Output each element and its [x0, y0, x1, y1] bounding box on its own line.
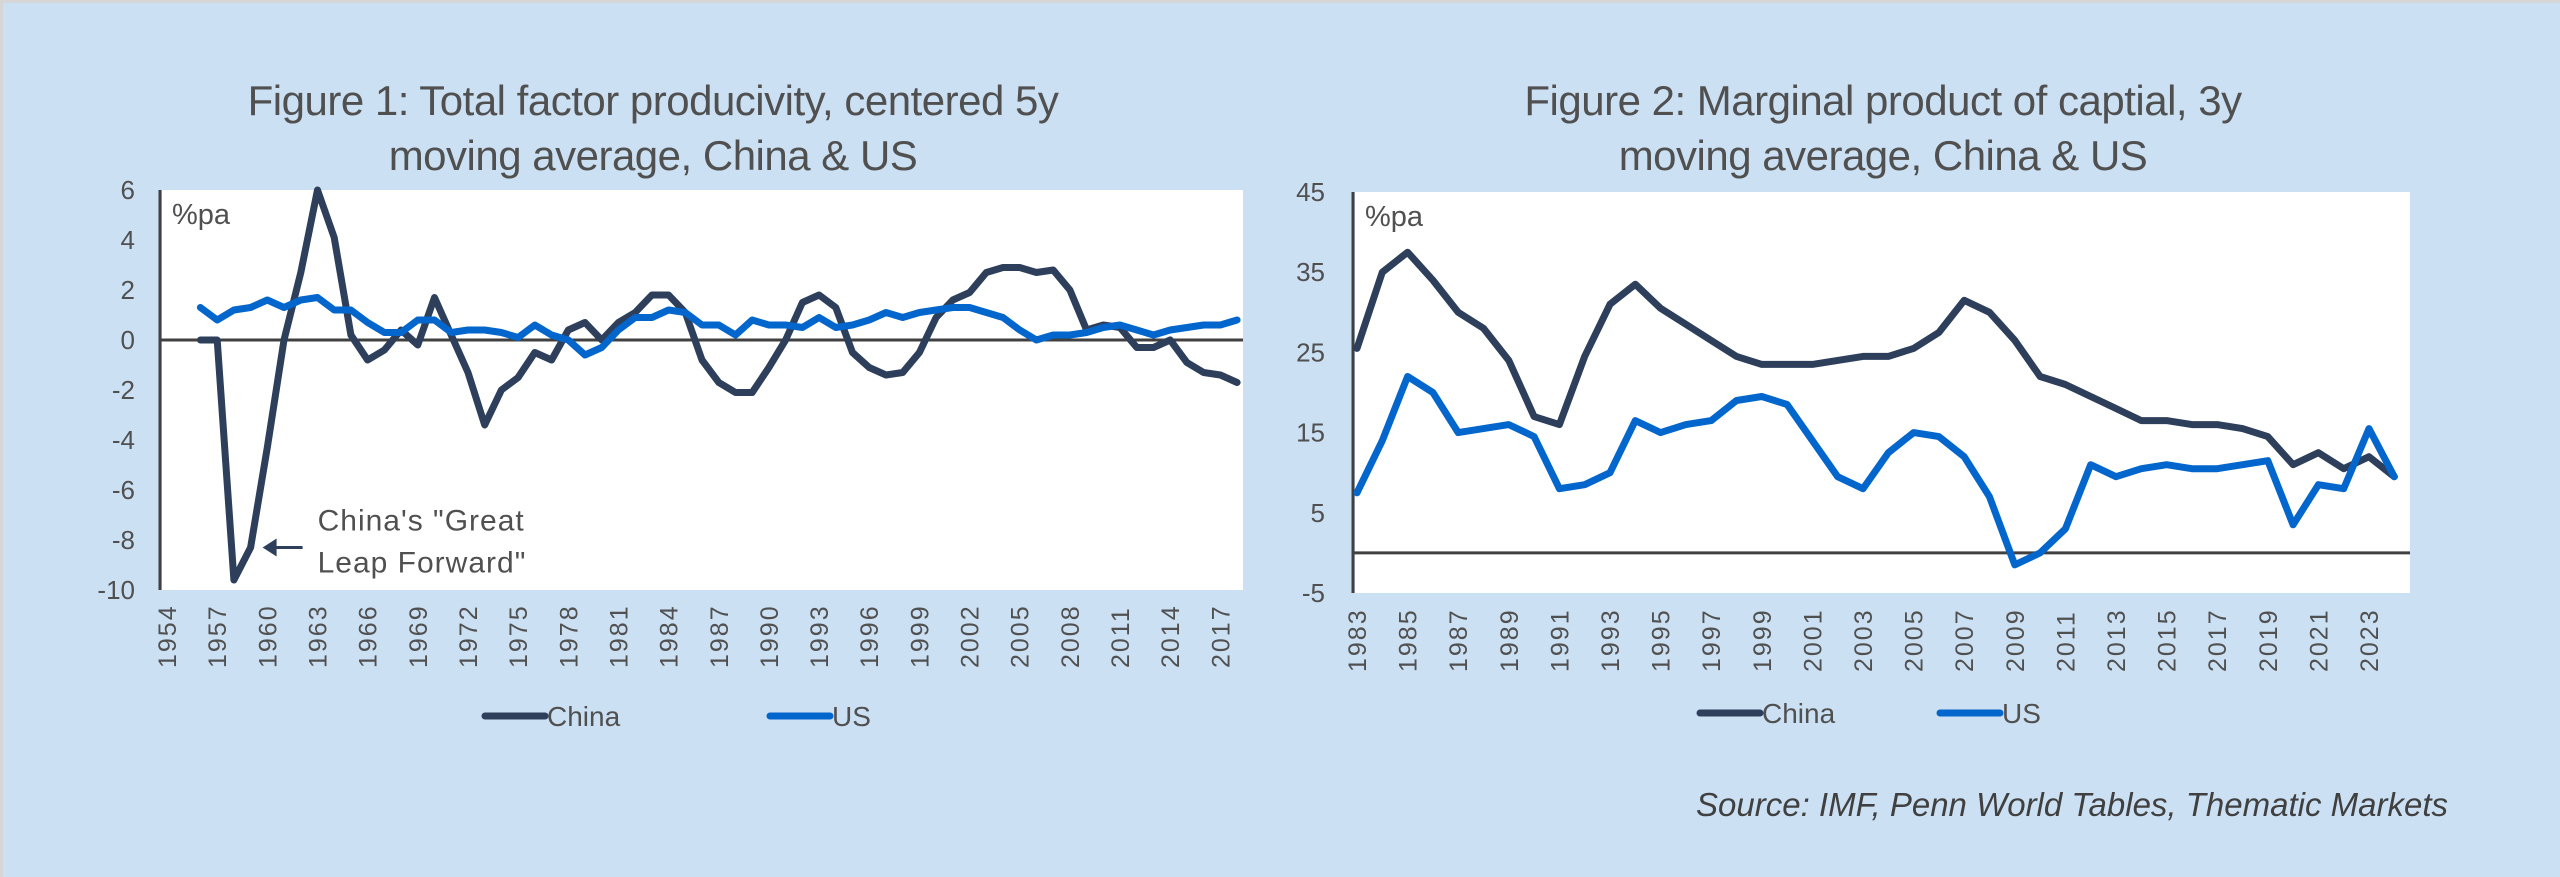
x-tick-label: 2008 [1057, 604, 1085, 668]
figure-1-chart: 6 4 2 0 -2 -4 -6 -8 -10 1954 1957 1960 1963 1966 1969 1… [97, 175, 1243, 732]
series-line-us [196, 294, 1241, 359]
y-tick-label: 15 [1296, 418, 1325, 448]
x-tick-label: 1981 [605, 604, 633, 668]
x-tick-label: 1996 [856, 604, 884, 668]
figure-1-title-line2: moving average, China & US [388, 132, 918, 179]
x-tick-label: 1991 [1546, 608, 1574, 672]
x-tick-label: 1999 [906, 604, 934, 668]
x-tick-label: 2005 [1007, 604, 1035, 668]
x-tick-label: 2017 [1207, 604, 1235, 668]
x-tick-label: 2019 [2255, 608, 2283, 672]
x-tick-label: 2002 [957, 604, 985, 668]
arrow-left-icon [262, 538, 277, 557]
y-tick-label: 0 [121, 325, 135, 355]
legend-label: US [832, 701, 871, 732]
annotation-great-leap-forward: China's "Great Leap Forward" [262, 505, 527, 580]
x-tick-label: 2011 [2052, 610, 2080, 672]
unit-label: %pa [1365, 201, 1424, 233]
x-tick-label: 2001 [1799, 608, 1827, 672]
legend-label: US [2002, 698, 2041, 729]
x-tick-label: 2014 [1157, 604, 1185, 668]
legend-item-us: US [766, 701, 871, 732]
plot-area [1355, 192, 2410, 593]
x-tick-label: 1990 [756, 604, 784, 668]
annotation-text-line2: Leap Forward" [318, 547, 527, 580]
legend-label: China [1762, 698, 1836, 729]
y-tick-label: 45 [1296, 177, 1325, 207]
x-tick-label: 1972 [455, 604, 483, 668]
figure-1-title: Figure 1: Total factor producivity, cent… [143, 73, 1163, 183]
y-tick-label: 25 [1296, 337, 1325, 367]
x-tick-label: 1978 [555, 604, 583, 668]
y-tick-label: -8 [112, 525, 135, 555]
x-tick-label: 1993 [1597, 608, 1625, 672]
x-tick-label: 1999 [1749, 608, 1777, 672]
annotation-text-line1: China's "Great [318, 505, 525, 538]
x-tick-label: 2021 [2305, 608, 2333, 672]
x-tick-label: 1983 [1344, 608, 1372, 672]
x-tick-label: 2011 [1107, 606, 1135, 668]
y-tick-label: -6 [112, 475, 135, 505]
figure-2-title-line1: Figure 2: Marginal product of captial, 3… [1524, 77, 2242, 124]
x-tick-label: 2005 [1901, 608, 1929, 672]
x-tick-label: 1995 [1648, 608, 1676, 672]
x-tick-label: 1969 [405, 604, 433, 668]
figure-2-title: Figure 2: Marginal product of captial, 3… [1353, 73, 2413, 183]
x-tick-label: 2009 [2002, 608, 2030, 672]
y-tick-label: 4 [121, 225, 135, 255]
x-tick-label: 1993 [806, 604, 834, 668]
y-tick-label: -2 [112, 375, 135, 405]
y-tick-label: -10 [97, 575, 135, 605]
x-tick-label: 1987 [706, 604, 734, 668]
figure-2-chart: 45 35 25 15 5 -5 1983 1985 1987 1989 1991 1993 1995 1… [1296, 177, 2410, 729]
series-line-china [1353, 248, 2398, 481]
legend-label: China [547, 701, 621, 732]
x-tick-label: 2023 [2356, 608, 2384, 672]
x-tick-label: 2015 [2154, 608, 2182, 672]
legend-item-china: China [481, 701, 621, 732]
unit-label: %pa [172, 199, 231, 231]
x-tick-label: 2017 [2204, 608, 2232, 672]
x-tick-label: 1963 [304, 604, 332, 668]
y-tick-label: -4 [112, 425, 135, 455]
x-tick-label: 2003 [1850, 608, 1878, 672]
x-tick-label: 1989 [1496, 608, 1524, 672]
legend-item-china: China [1696, 698, 1836, 729]
figure-1-title-line1: Figure 1: Total factor producivity, cent… [247, 77, 1059, 124]
y-tick-label: 5 [1311, 498, 1325, 528]
series-line-china [196, 186, 1241, 584]
x-tick-label: 1997 [1698, 608, 1726, 672]
y-tick-label: -5 [1302, 578, 1325, 608]
x-tick-label: 1987 [1445, 608, 1473, 672]
x-tick-label: 1984 [656, 604, 684, 668]
x-tick-label: 1957 [204, 604, 232, 668]
y-tick-label: 2 [121, 275, 135, 305]
x-tick-label: 1960 [254, 604, 282, 668]
source-note: Source: IMF, Penn World Tables, Thematic… [1696, 786, 2448, 823]
x-tick-label: 1985 [1395, 608, 1423, 672]
series-line-us [1353, 373, 2398, 569]
y-tick-label: 6 [121, 175, 135, 205]
x-tick-label: 2007 [1951, 608, 1979, 672]
x-tick-label: 1966 [355, 604, 383, 668]
x-tick-label: 2013 [2103, 608, 2131, 672]
legend-item-us: US [1936, 698, 2041, 729]
y-tick-label: 35 [1296, 257, 1325, 287]
figure-2-title-line2: moving average, China & US [1618, 132, 2148, 179]
plot-area [162, 190, 1243, 590]
x-tick-label: 1954 [154, 604, 182, 668]
x-tick-label: 1975 [505, 604, 533, 668]
